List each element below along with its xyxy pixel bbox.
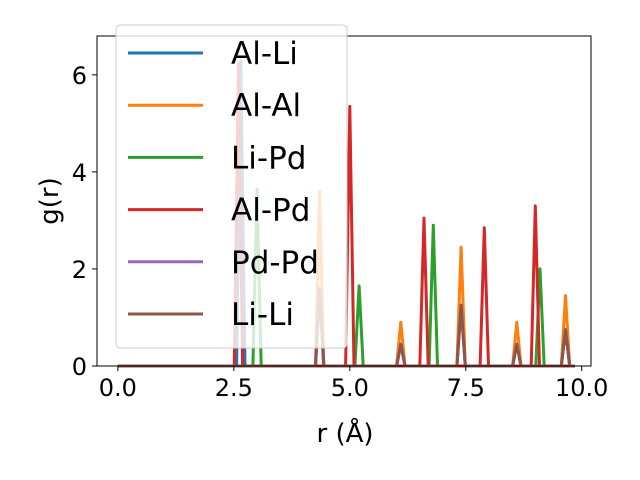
x-axis-label: r (Å)	[316, 417, 373, 449]
x-tick-label: 2.5	[215, 374, 253, 402]
y-tick-label: 2	[72, 256, 87, 284]
axes-layer: 0.0 2.5 5.0 7.5 10.0 0 2 4 6	[72, 35, 608, 402]
legend-label: Li-Li	[231, 297, 294, 333]
y-tick-label: 6	[72, 62, 87, 90]
legend: Al-Li Al-Al Li-Pd Al-Pd Pd-Pd Li-Li	[115, 24, 348, 349]
x-tick-label: 10.0	[555, 374, 608, 402]
y-tick-label: 4	[72, 159, 87, 187]
legend-label: Pd-Pd	[231, 245, 319, 281]
legend-label: Al-Li	[231, 36, 298, 72]
legend-label: Al-Pd	[231, 193, 310, 229]
y-axis-label: g(r)	[35, 177, 65, 224]
x-tick-label: 0.0	[99, 374, 137, 402]
x-tick-label: 7.5	[447, 374, 485, 402]
legend-label: Li-Pd	[231, 140, 306, 176]
y-tick-label: 0	[72, 353, 87, 381]
x-tick-label: 5.0	[331, 374, 369, 402]
legend-label: Al-Al	[231, 88, 301, 124]
